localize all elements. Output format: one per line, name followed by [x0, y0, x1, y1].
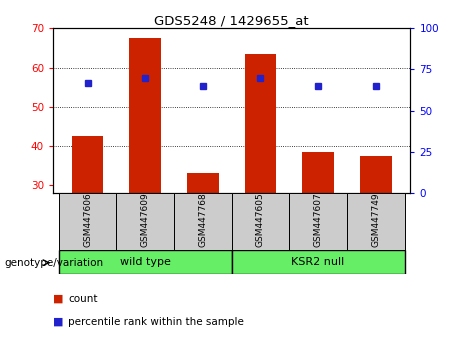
Text: count: count [68, 294, 98, 304]
Text: percentile rank within the sample: percentile rank within the sample [68, 317, 244, 327]
Bar [232, 193, 290, 250]
Text: genotype/variation: genotype/variation [5, 258, 104, 268]
Text: GSM447609: GSM447609 [141, 193, 150, 247]
Text: ■: ■ [53, 294, 64, 304]
Bar [72, 136, 103, 193]
Bar [302, 152, 334, 193]
Text: GSM447768: GSM447768 [198, 193, 207, 247]
Bar [130, 38, 161, 193]
Text: GSM447606: GSM447606 [83, 193, 92, 247]
Bar [174, 193, 232, 250]
Bar [59, 193, 116, 250]
Bar [59, 250, 232, 274]
Text: KSR2 null: KSR2 null [291, 257, 345, 267]
Text: GSM447749: GSM447749 [371, 193, 380, 247]
Text: ■: ■ [53, 317, 64, 327]
Text: GSM447607: GSM447607 [313, 193, 323, 247]
Text: GSM447605: GSM447605 [256, 193, 265, 247]
Title: GDS5248 / 1429655_at: GDS5248 / 1429655_at [154, 14, 309, 27]
Bar [232, 250, 405, 274]
Text: wild type: wild type [120, 257, 171, 267]
Bar [116, 193, 174, 250]
Bar [360, 156, 391, 193]
Bar [290, 193, 347, 250]
Bar [187, 173, 219, 193]
Bar [347, 193, 405, 250]
Bar [245, 54, 276, 193]
